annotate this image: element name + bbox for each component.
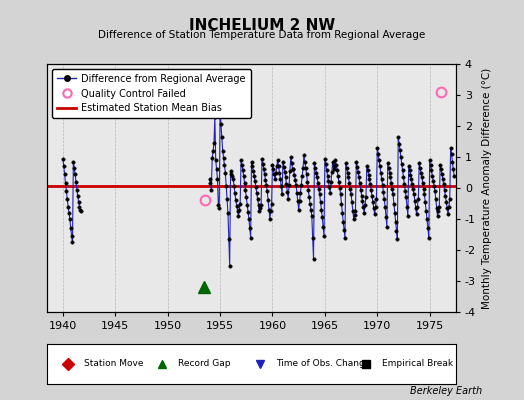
Text: Time of Obs. Change: Time of Obs. Change (276, 360, 370, 368)
Y-axis label: Monthly Temperature Anomaly Difference (°C): Monthly Temperature Anomaly Difference (… (482, 67, 492, 309)
Legend: Difference from Regional Average, Quality Control Failed, Estimated Station Mean: Difference from Regional Average, Qualit… (52, 69, 250, 118)
Text: Empirical Break: Empirical Break (383, 360, 453, 368)
Text: INCHELIUM 2 NW: INCHELIUM 2 NW (189, 18, 335, 33)
Text: Berkeley Earth: Berkeley Earth (410, 386, 482, 396)
Text: Record Gap: Record Gap (178, 360, 231, 368)
Text: Station Move: Station Move (84, 360, 144, 368)
Text: Difference of Station Temperature Data from Regional Average: Difference of Station Temperature Data f… (99, 30, 425, 40)
